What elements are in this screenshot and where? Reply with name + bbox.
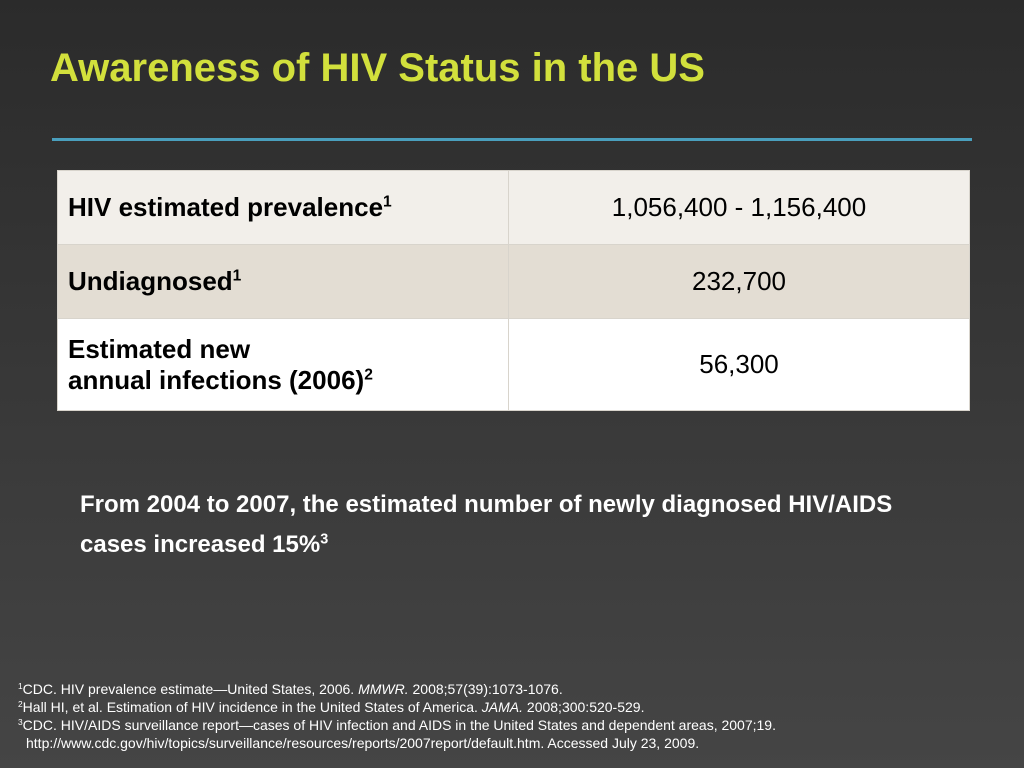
- label-text: HIV estimated prevalence: [68, 192, 384, 222]
- reference: 3CDC. HIV/AIDS surveillance report—cases…: [18, 716, 776, 752]
- ref-text: CDC. HIV/AIDS surveillance report—cases …: [22, 717, 776, 733]
- table-row: HIV estimated prevalence1 1,056,400 - 1,…: [57, 170, 970, 245]
- reference: 2Hall HI, et al. Estimation of HIV incid…: [18, 698, 776, 716]
- note-text: From 2004 to 2007, the estimated number …: [80, 491, 893, 558]
- ref-text: 2008;300:520-529.: [526, 699, 645, 715]
- note: From 2004 to 2007, the estimated number …: [80, 485, 940, 565]
- row-label: Undiagnosed1: [57, 244, 509, 319]
- row-label: Estimated new annual infections (2006)2: [57, 318, 509, 411]
- references: 1CDC. HIV prevalence estimate—United Sta…: [18, 680, 776, 752]
- label-text: Undiagnosed: [68, 266, 233, 296]
- row-value: 56,300: [508, 318, 970, 411]
- ref-text: 2008;57(39):1073-1076.: [412, 681, 563, 697]
- label-text: Estimated new: [68, 333, 251, 364]
- row-label: HIV estimated prevalence1: [57, 170, 509, 245]
- row-value: 232,700: [508, 244, 970, 319]
- ref-marker: 2: [18, 698, 23, 709]
- footnote-marker: 2: [364, 366, 373, 384]
- row-value: 1,056,400 - 1,156,400: [508, 170, 970, 245]
- ref-marker: 1: [18, 680, 23, 691]
- table: HIV estimated prevalence1 1,056,400 - 1,…: [57, 170, 970, 411]
- reference: 1CDC. HIV prevalence estimate—United Sta…: [18, 680, 776, 698]
- table-row: Undiagnosed1 232,700: [57, 244, 970, 319]
- title: Awareness of HIV Status in the US: [50, 46, 705, 90]
- footnote-marker: 1: [232, 267, 242, 285]
- ref-journal: MMWR.: [358, 681, 409, 697]
- divider: [52, 138, 972, 141]
- footnote-marker: 1: [383, 193, 392, 211]
- ref-marker: 3: [18, 716, 23, 727]
- table-row: Estimated new annual infections (2006)2 5…: [57, 318, 970, 411]
- ref-text: CDC. HIV prevalence estimate—United Stat…: [22, 681, 355, 697]
- ref-journal: JAMA.: [481, 699, 524, 715]
- label-text: annual infections (2006): [68, 364, 365, 395]
- ref-url: http://www.cdc.gov/hiv/topics/surveillan…: [26, 735, 700, 751]
- ref-text: Hall HI, et al. Estimation of HIV incide…: [22, 699, 478, 715]
- footnote-marker: 3: [320, 531, 329, 548]
